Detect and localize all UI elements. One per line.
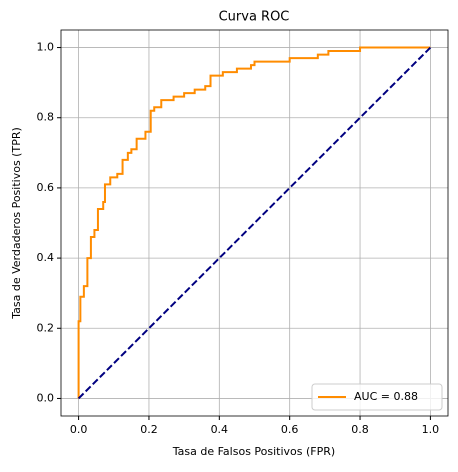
y-tick-label: 0.2	[37, 321, 55, 334]
series-line	[77, 46, 432, 400]
x-tick-label: 0.0	[70, 423, 88, 436]
y-tick-label: 0.6	[37, 181, 55, 194]
x-tick-label: 1.0	[422, 423, 440, 436]
plot-frame	[60, 29, 449, 417]
y-tick-label: 0.0	[37, 391, 55, 404]
y-axis-label: Tasa de Verdaderos Positivos (TPR)	[10, 127, 23, 320]
y-tick-label: 0.4	[37, 251, 55, 264]
x-tick-label: 0.2	[140, 423, 158, 436]
x-tick-label: 0.4	[211, 423, 229, 436]
x-tick-label: 0.6	[281, 423, 299, 436]
legend-box	[311, 383, 443, 411]
x-tick-label: 0.8	[351, 423, 369, 436]
x-axis-label: Tasa de Falsos Positivos (FPR)	[172, 445, 335, 458]
y-tick-label: 1.0	[37, 41, 55, 54]
legend-label: AUC = 0.88	[354, 390, 418, 403]
y-tick-label: 0.8	[37, 111, 55, 124]
chart-title: Curva ROC	[219, 10, 290, 25]
series-line	[77, 46, 431, 399]
